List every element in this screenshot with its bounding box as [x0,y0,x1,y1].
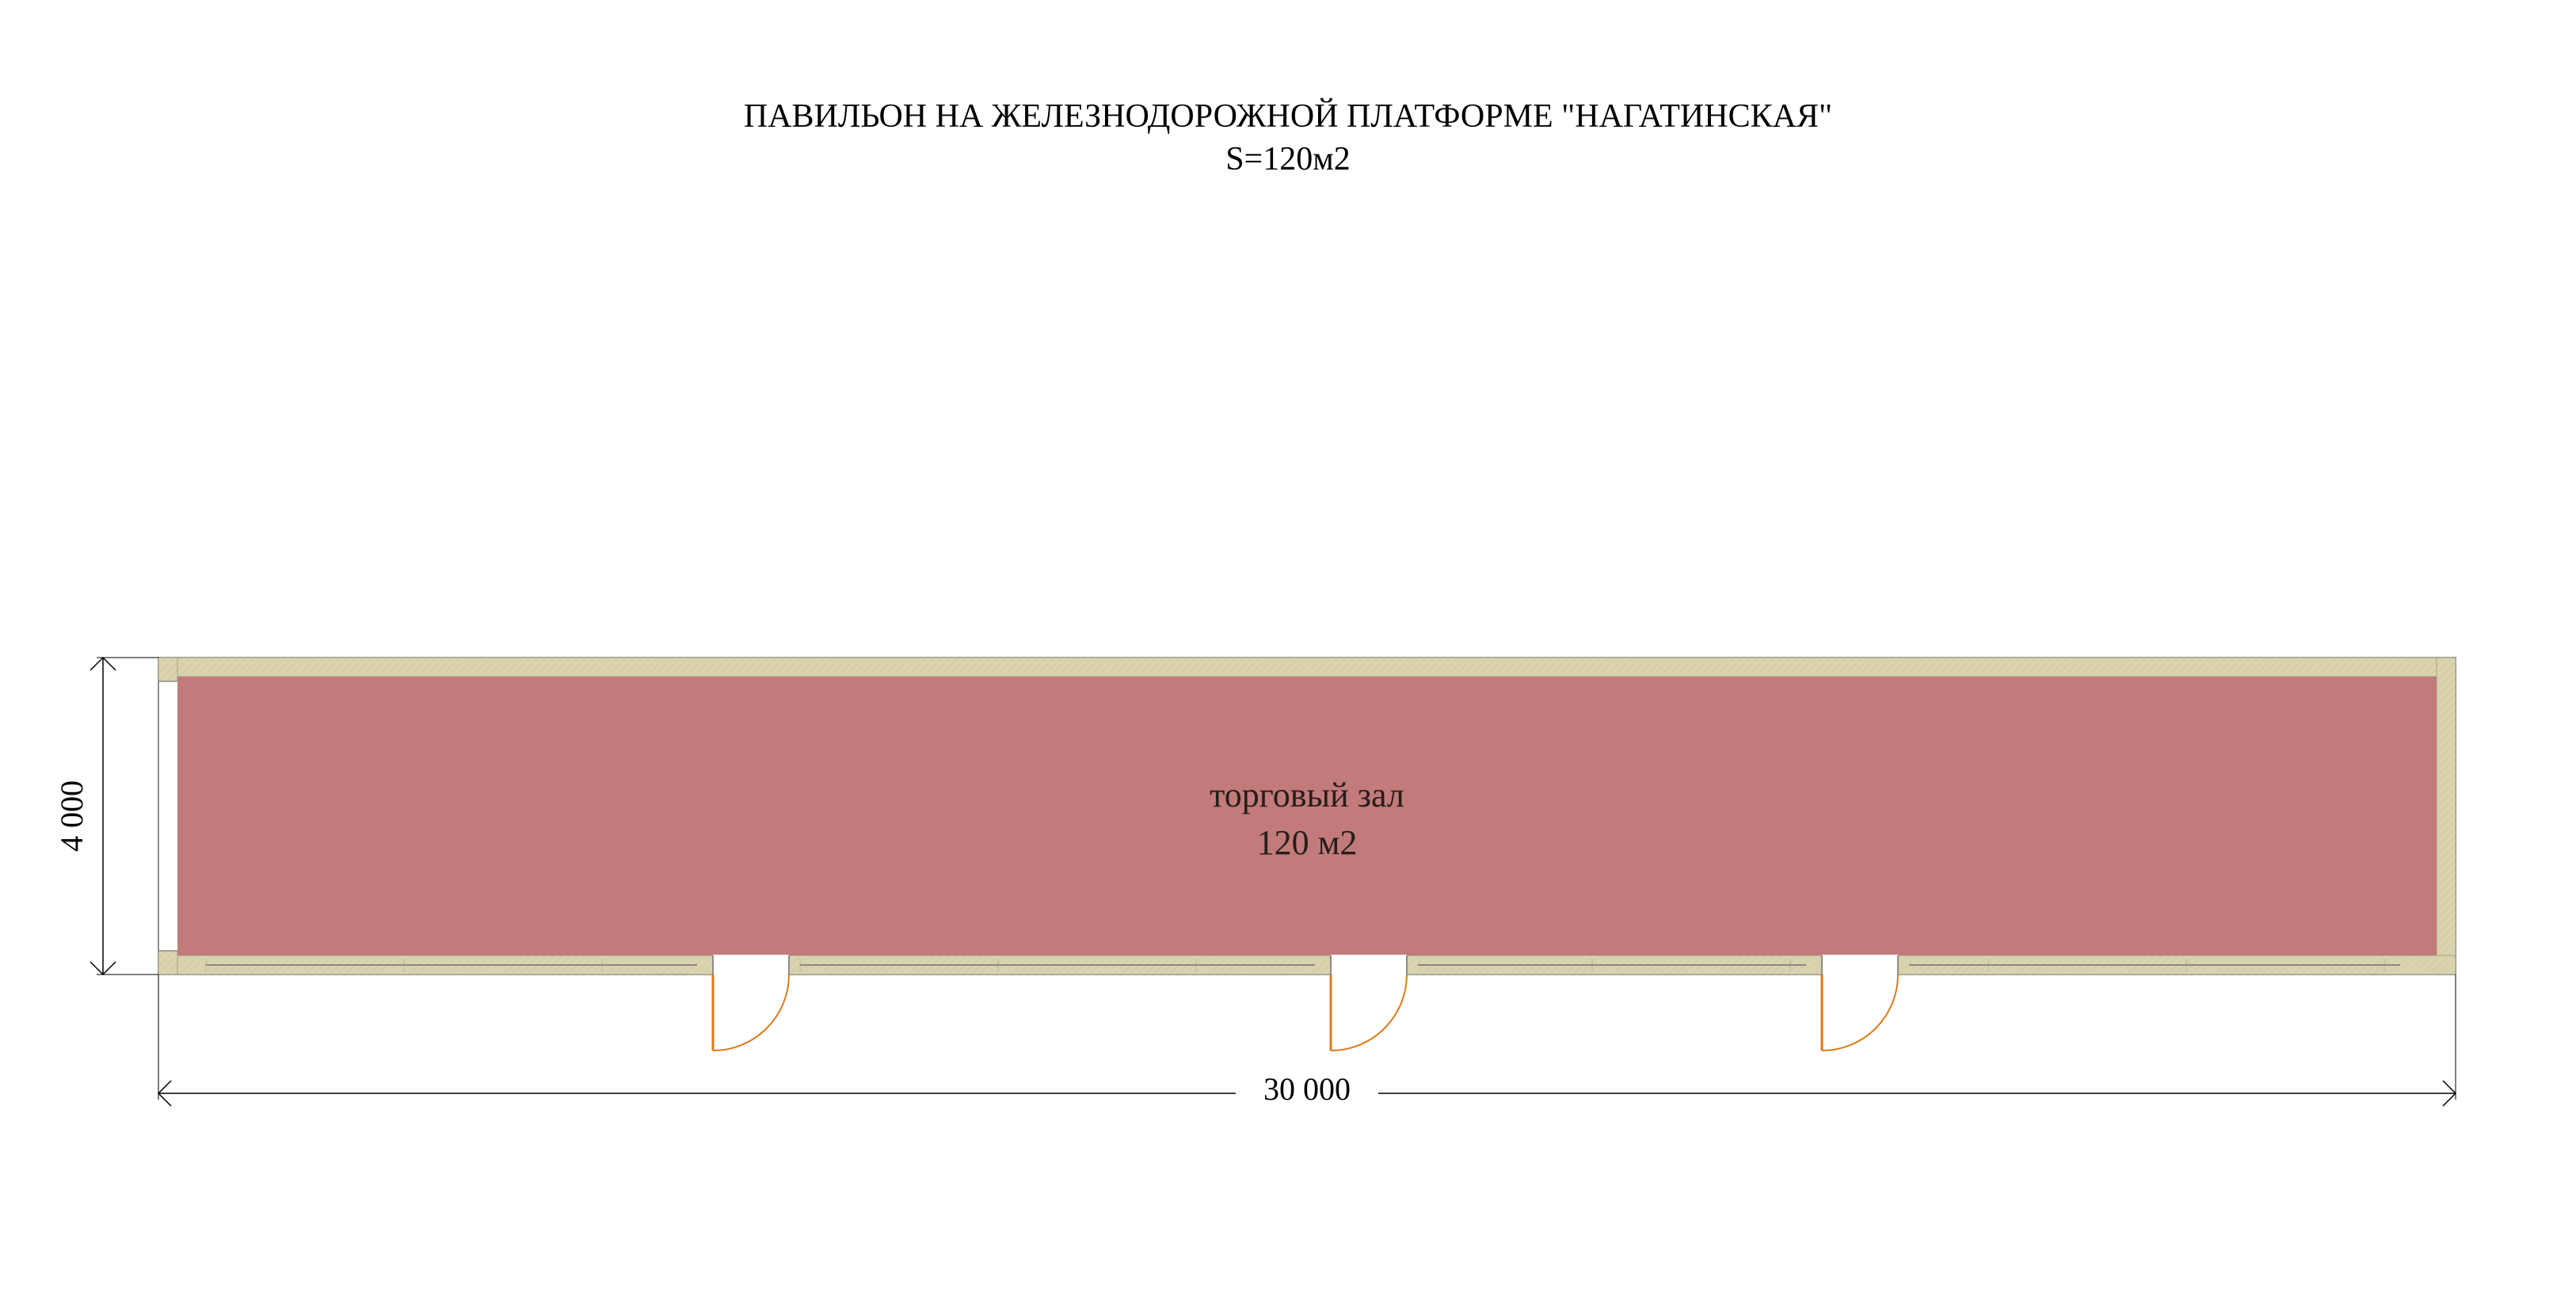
dimension-height-label: 4 000 [54,780,90,852]
room-label-area: 120 м2 [1257,823,1358,862]
page-subtitle: S=120м2 [1225,141,1351,177]
door-swing-arc [1331,974,1407,1051]
dimension-width: 30 000 [158,974,2456,1107]
door-swing-arc [1822,974,1898,1051]
floor-plan: торговый зал 120 м2 [158,658,2456,1051]
page-title: ПАВИЛЬОН НА ЖЕЛЕЗНОДОРОЖНОЙ ПЛАТФОРМЕ "Н… [744,98,1832,135]
room-label-name: торговый зал [1210,776,1404,814]
dimension-width-label: 30 000 [1263,1071,1351,1107]
door-swing-arc [713,974,789,1051]
room-trading-hall [177,677,2437,955]
dimension-height: 4 000 [54,658,158,974]
